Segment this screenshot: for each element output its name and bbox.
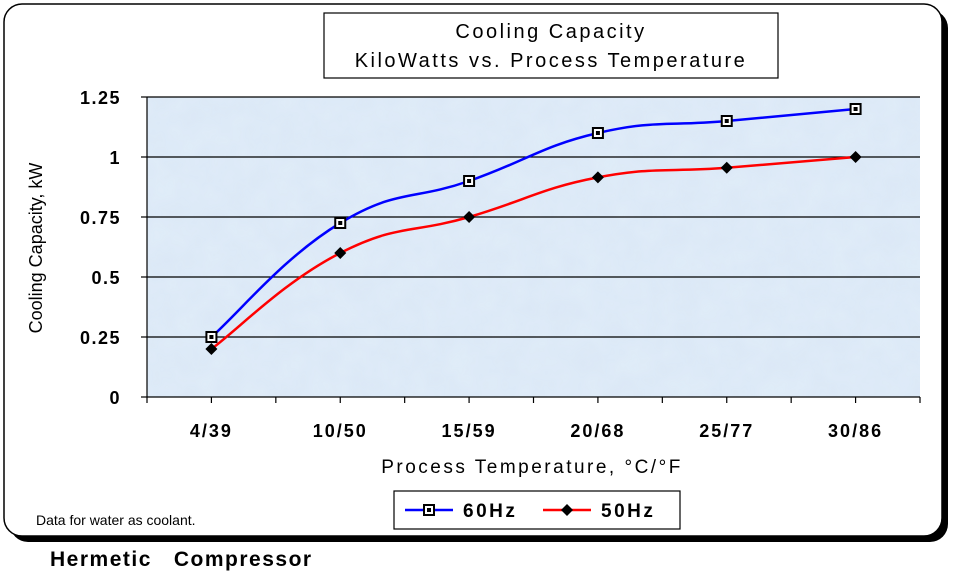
footnote: Data for water as coolant. xyxy=(36,512,196,528)
series-group xyxy=(205,103,862,355)
data-point-60Hz-4-center xyxy=(724,119,729,123)
title-box xyxy=(323,12,779,79)
legend-marker-50Hz xyxy=(561,504,573,516)
chart-title-line2: KiloWatts vs. Process Temperature xyxy=(355,50,748,72)
legend-label-60Hz: 60Hz xyxy=(463,501,517,522)
y-tick-label: 1 xyxy=(109,148,121,168)
data-point-60Hz-1-center xyxy=(338,221,343,225)
data-point-60Hz-0-center xyxy=(209,335,214,339)
x-tick-label: 15/59 xyxy=(442,421,497,441)
x-tick-label: 25/77 xyxy=(699,421,754,441)
data-point-50Hz-4 xyxy=(720,161,733,174)
plot-texture xyxy=(147,97,920,397)
x-tick-label: 20/68 xyxy=(570,421,625,441)
data-point-50Hz-3 xyxy=(591,171,604,184)
axes: 0 0.25 0.5 0.75 1 1.25 4/39 10/50 15/59 20/68 25/7… xyxy=(80,88,921,441)
data-point-60Hz-3-center xyxy=(595,131,600,135)
data-point-50Hz-5 xyxy=(849,151,862,163)
y-tick-label: 0 xyxy=(109,388,121,408)
data-point-60Hz-5-center xyxy=(853,107,858,111)
series-line-60Hz xyxy=(210,107,856,338)
series-line-50Hz xyxy=(210,155,856,351)
x-tick-label: 30/86 xyxy=(828,421,883,441)
x-tick-label: 10/50 xyxy=(313,421,368,441)
legend-marker-60Hz-center xyxy=(427,508,431,512)
y-tick-label: 0.25 xyxy=(80,328,121,348)
data-point-50Hz-0 xyxy=(205,343,218,355)
caption: Hermetic Compressor xyxy=(50,548,313,571)
data-point-50Hz-2 xyxy=(463,211,476,223)
y-tick-label: 1.25 xyxy=(80,88,121,108)
y-tick-label: 0.5 xyxy=(91,268,121,288)
data-point-60Hz-2-center xyxy=(467,179,472,183)
x-tick-label: 4/39 xyxy=(190,421,233,441)
chart-title-line1: Cooling Capacity xyxy=(455,21,646,43)
x-axis-label: Process Temperature, °C/°F xyxy=(381,457,683,478)
legend-label-50Hz: 50Hz xyxy=(601,501,655,522)
legend: 60Hz 50Hz xyxy=(405,501,655,522)
y-axis-label: Cooling Capacity, kW xyxy=(26,163,46,334)
y-tick-label: 0.75 xyxy=(80,208,121,228)
gridlines xyxy=(147,96,920,338)
data-point-50Hz-1 xyxy=(334,247,347,259)
